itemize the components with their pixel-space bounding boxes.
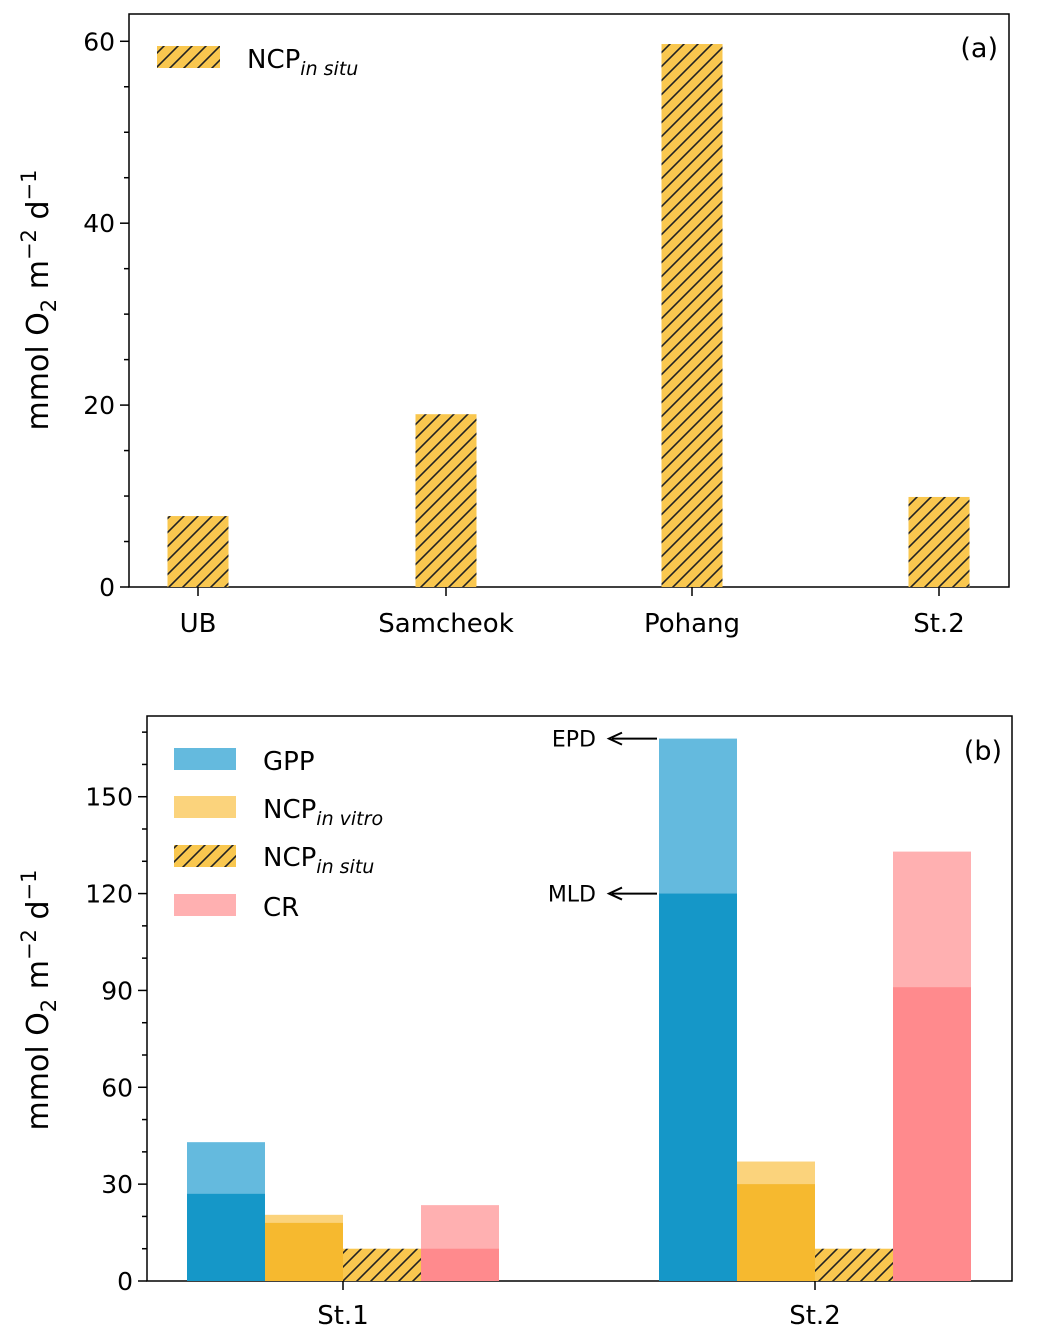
y-tick-label: 90 [101,976,133,1005]
panel-a-bars [167,44,970,588]
panel-b: 0 30 60 90 120 150 St.1 St.2 EPD MLD (b) mmol O… [17,715,1013,1331]
x-tick-label: St.2 [789,1301,841,1331]
legend-swatch-gpp [174,748,236,770]
bar-cr-st1-mld [421,1248,499,1281]
legend-label-ncp-in-situ: NCPin situ [263,843,374,878]
y-tick-label: 40 [83,209,115,238]
panel-b-y-ticks: 0 30 60 90 120 150 [85,731,147,1296]
mld-arrowhead [606,886,623,901]
panel-b-bars [187,738,971,1281]
y-tick-label: 60 [101,1073,133,1102]
bar-ncp-in-vitro-st2-mld [737,1184,815,1281]
bar-ncp-in-situ-ub [167,516,229,587]
legend-swatch-ncp-in-situ [174,845,236,867]
y-tick-label: 30 [101,1170,133,1199]
bar-ncp-in-situ-st-2 [908,496,970,587]
panel-a: 0 20 40 60 UB Samcheok Pohang St.2 (a) mmol O2… [17,13,1010,639]
panel-a-plot-frame [128,13,1010,588]
epd-label: EPD [552,728,596,753]
bar-ncp-in-situ-samcheok [415,414,477,587]
y-tick-label: 20 [83,391,115,420]
panel-a-y-ticks: 0 20 40 60 [83,27,129,602]
bar-cr-st2-mld [893,987,971,1281]
x-tick-label: St.2 [913,609,965,639]
x-tick-label: St.1 [317,1301,369,1331]
panel-b-y-axis-label: mmol O2 m−2 d−1 [17,870,61,1131]
legend-swatch-cr [174,894,236,916]
y-tick-label: 150 [85,783,133,812]
legend-label-gpp: GPP [263,747,315,777]
legend-label-ncp-in-situ: NCPin situ [247,45,358,80]
bar-ncp-in-vitro-st1-mld [265,1222,343,1281]
panel-a-label: (a) [960,33,998,64]
y-tick-label: 120 [85,880,133,909]
bar-gpp-st2-mld [659,893,737,1281]
epd-arrowhead [606,731,623,746]
legend-swatch-ncp-in-situ [157,46,220,68]
legend-label-ncp-in-vitro: NCPin vitro [263,795,383,830]
panel-a-x-ticks: UB Samcheok Pohang St.2 [180,587,965,639]
legend-swatch-ncp-in-vitro [174,796,236,818]
panel-b-plot-frame [146,715,1013,1282]
legend-label-cr: CR [263,893,299,923]
x-tick-label: UB [180,609,217,639]
x-tick-label: Pohang [644,609,740,639]
bar-ncp-in-situ-pohang [661,44,723,588]
panel-b-x-ticks: St.1 St.2 [317,1281,841,1331]
bar-ncp-in-situ-st1 [343,1248,421,1281]
panel-a-y-axis-label: mmol O2 m−2 d−1 [17,170,61,431]
y-tick-label: 0 [99,573,115,602]
bar-gpp-st1-mld [187,1193,265,1281]
mld-label: MLD [548,883,596,908]
panel-b-label: (b) [964,736,1002,767]
x-tick-label: Samcheok [378,609,514,639]
bar-ncp-in-situ-st2 [815,1248,893,1281]
panel-b-annotations: EPD MLD [548,728,657,908]
panel-a-legend: NCPin situ [157,45,358,80]
y-tick-label: 0 [117,1267,133,1296]
panel-b-legend: GPP NCPin vitro NCPin situ CR [174,747,383,923]
y-tick-label: 60 [83,27,115,56]
